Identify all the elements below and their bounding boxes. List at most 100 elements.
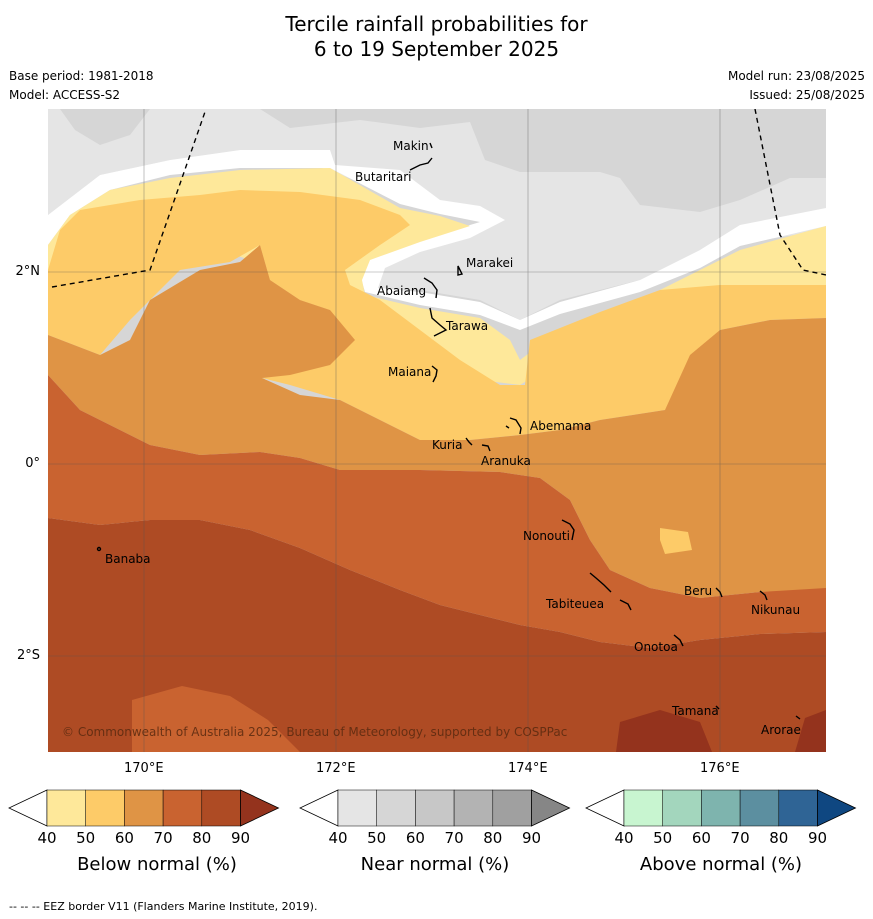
- island-label-tabiteuea: Tabiteuea: [546, 597, 605, 611]
- tabiteuea-island: [589, 572, 632, 611]
- base-period: Base period: 1981-2018: [9, 69, 154, 83]
- above-colorbar-tick: 90: [807, 829, 828, 847]
- below-normal-70-80-region: [48, 375, 826, 648]
- above-colorbar-tick: 60: [691, 829, 711, 847]
- above-colorbar-tick: 50: [653, 829, 673, 847]
- below-40-region: [48, 150, 826, 330]
- island-label-maiana: Maiana: [388, 365, 432, 379]
- below-colorbar-arrow-high: [240, 789, 280, 827]
- near-colorbar-arrow-low: [299, 789, 339, 827]
- island-label-nonouti: Nonouti: [523, 529, 570, 543]
- eez-legend-note: -- -- -- EEZ border V11 (Flanders Marine…: [9, 900, 318, 913]
- below-colorbar-segment: [85, 789, 125, 827]
- above-colorbar-tick: 70: [730, 829, 750, 847]
- island-label-onotoa: Onotoa: [634, 640, 678, 654]
- above-colorbar-segment: [778, 789, 818, 827]
- onotoa-island: [673, 634, 684, 647]
- below-colorbar-arrow-low: [8, 789, 48, 827]
- island-label-beru: Beru: [684, 584, 713, 598]
- below-colorbar-tick: 90: [230, 829, 251, 847]
- below-normal-70-80-patch: [132, 686, 300, 752]
- tamana-island: [715, 705, 720, 710]
- near-colorbar-segment: [492, 789, 532, 827]
- near-colorbar-tick: 40: [328, 829, 348, 847]
- model-run-date: Model run: 23/08/2025: [727, 69, 865, 83]
- near-normal-40-50-region: [48, 109, 826, 320]
- above-colorbar-segment: [662, 789, 702, 827]
- nikunau-island: [759, 590, 768, 601]
- kuria-island: [465, 437, 473, 446]
- arorae-island: [795, 715, 801, 720]
- island-outlines: [96, 142, 801, 720]
- tarawa-island: [429, 307, 448, 337]
- copyright-notice: © Commonwealth of Australia 2025, Bureau…: [62, 725, 568, 739]
- abaiang-island: [423, 277, 438, 299]
- nonouti-island: [561, 519, 575, 541]
- marakei-island: [457, 265, 464, 276]
- below-normal-50-60-patch: [660, 528, 692, 554]
- aranuka-island: [481, 444, 491, 452]
- below-colorbar-segment: [162, 789, 203, 827]
- lon-label-174e: 174°E: [508, 761, 548, 776]
- near-colorbar-segment: [376, 789, 416, 827]
- colorbar-title-below: Below normal (%): [77, 854, 237, 875]
- lon-label-172e: 172°E: [316, 761, 356, 776]
- island-label-marakei: Marakei: [466, 256, 514, 270]
- near-colorbar-arrow-high: [531, 789, 571, 827]
- maiana-island: [431, 365, 438, 383]
- above-colorbar-arrow-high: [817, 789, 857, 827]
- below-colorbar-tick: 70: [153, 829, 173, 847]
- lon-label-170e: 170°E: [124, 761, 164, 776]
- below-colorbar-tick: 80: [192, 829, 212, 847]
- lat-label-2n: 2°N: [15, 264, 41, 279]
- near-colorbar-segment: [453, 789, 494, 827]
- colorbar-title-near: Near normal (%): [360, 854, 510, 875]
- above-colorbar-tick: 80: [769, 829, 789, 847]
- title-line-1: Tercile rainfall probabilities for: [285, 12, 588, 36]
- issued-date: Issued: 25/08/2025: [749, 88, 865, 102]
- near-colorbar-segment: [415, 789, 455, 827]
- near-colorbar-tick: 80: [483, 829, 503, 847]
- lat-label-0: 0°: [25, 456, 40, 471]
- island-label-tarawa: Tarawa: [446, 319, 489, 333]
- island-label-abemama: Abemama: [530, 419, 592, 433]
- near-colorbar-segment: [337, 789, 377, 827]
- below-colorbar-segment: [124, 789, 164, 827]
- below-colorbar-segment: [201, 789, 241, 827]
- near-colorbar-tick: 90: [521, 829, 542, 847]
- below-colorbar-segment: [46, 789, 86, 827]
- butaritari-island: [409, 157, 433, 171]
- island-label-aranuka: Aranuka: [481, 454, 531, 468]
- island-label-nikunau: Nikunau: [751, 603, 801, 617]
- below-colorbar-tick: 60: [114, 829, 134, 847]
- above-colorbar-segment: [701, 789, 741, 827]
- below-normal-50-60-region: [48, 190, 826, 440]
- below-colorbar-tick: 40: [37, 829, 57, 847]
- beru-island: [715, 587, 723, 598]
- eez-border: [51, 109, 826, 288]
- colorbar-title-above: Above normal (%): [639, 854, 803, 875]
- below-colorbar-tick: 50: [76, 829, 96, 847]
- model-name: Model: ACCESS-S2: [9, 88, 121, 102]
- island-label-arorae: Arorae: [761, 723, 801, 737]
- island-label-abaiang: Abaiang: [377, 284, 427, 298]
- near-colorbar-tick: 50: [367, 829, 387, 847]
- abemama-island: [505, 417, 522, 435]
- island-label-makin: Makin: [393, 139, 429, 153]
- graticule: [48, 109, 826, 752]
- above-colorbar-segment: [739, 789, 780, 827]
- banaba-island: [96, 546, 102, 552]
- makin-island: [429, 142, 433, 149]
- title-line-2: 6 to 19 September 2025: [313, 37, 560, 61]
- above-colorbar-arrow-low: [585, 789, 625, 827]
- island-label-butaritari: Butaritari: [355, 170, 412, 184]
- below-normal-60-70-region: [48, 245, 826, 598]
- island-label-kuria: Kuria: [432, 438, 463, 452]
- near-colorbar-tick: 60: [405, 829, 425, 847]
- below-normal-90-patch-1: [616, 710, 712, 752]
- above-colorbar-segment: [623, 789, 663, 827]
- near-colorbar-tick: 70: [444, 829, 464, 847]
- chart-title: Tercile rainfall probabilities for 6 to …: [0, 12, 873, 62]
